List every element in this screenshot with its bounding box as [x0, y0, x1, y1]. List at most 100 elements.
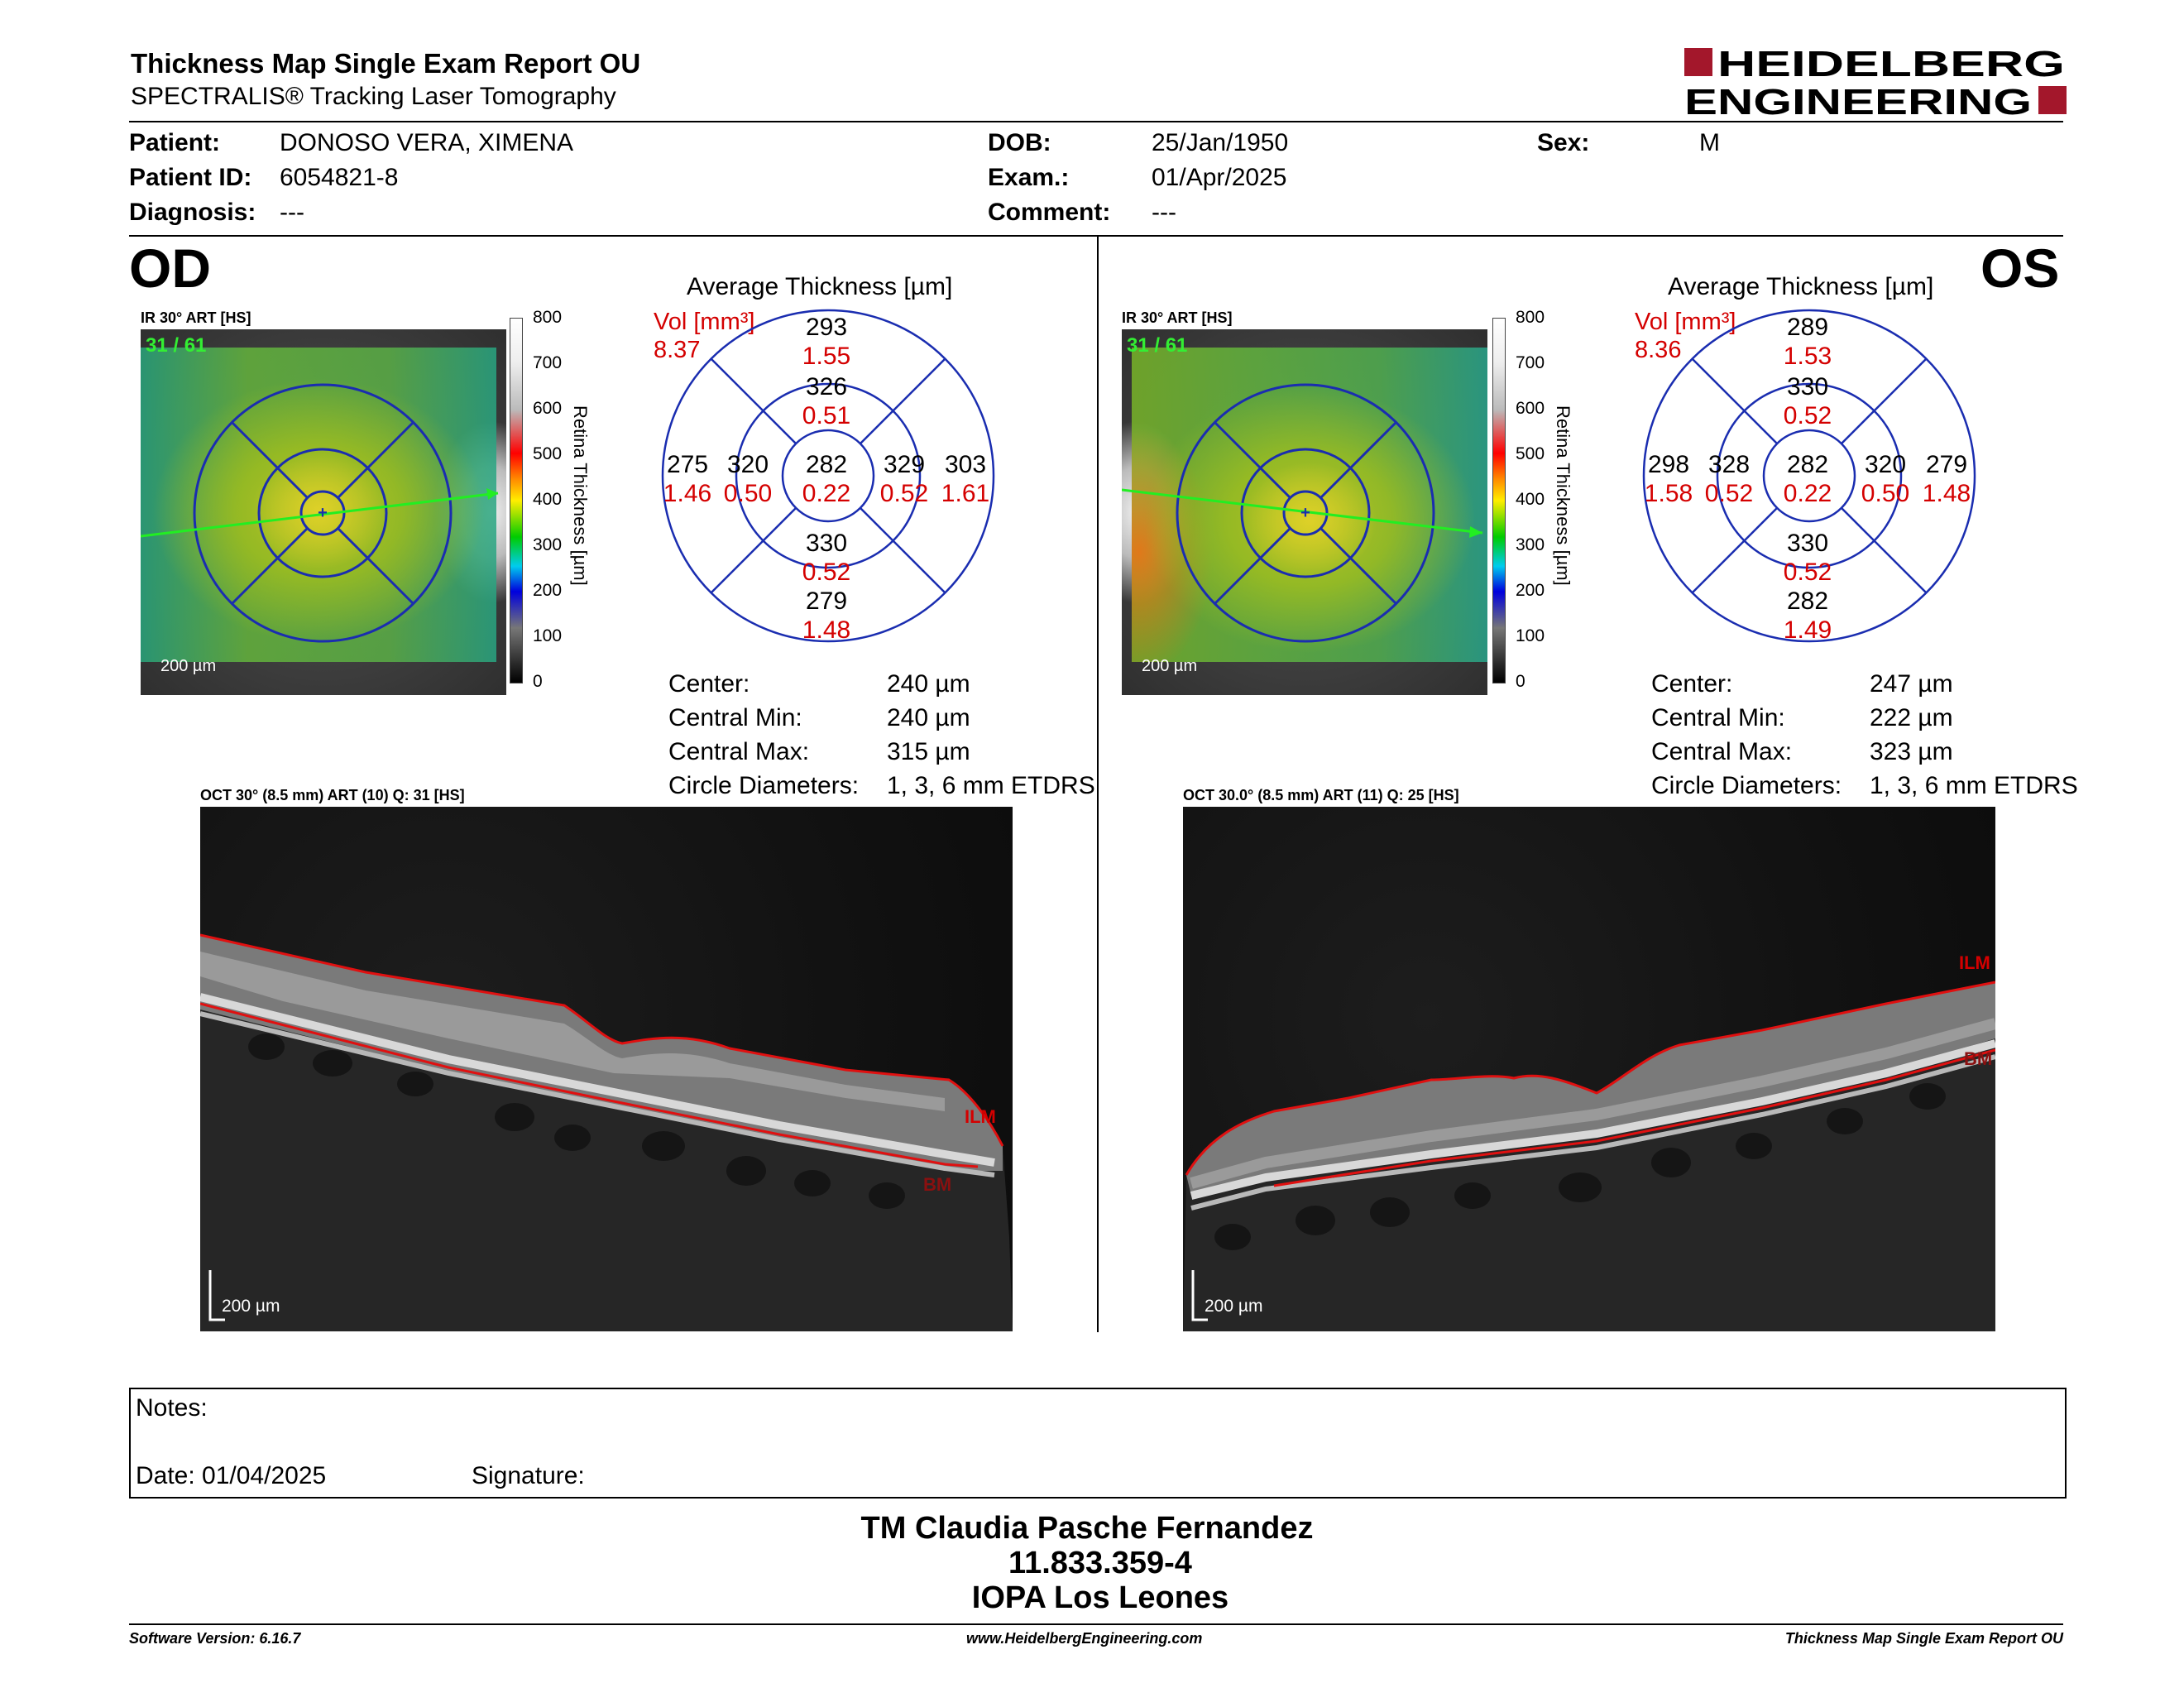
os-inner-top-vol: 0.52 [1784, 402, 1832, 429]
os-outer-top-vol: 1.53 [1784, 343, 1832, 370]
os-diam-label: Circle Diameters: [1651, 772, 1842, 799]
od-ir-caption: IR 30° ART [HS] [141, 309, 251, 326]
od-cmin-label: Central Min: [668, 704, 802, 731]
os-cmax-label: Central Max: [1651, 738, 1793, 765]
od-scan-line [141, 492, 499, 538]
od-outer-top-vol: 1.55 [802, 343, 850, 370]
od-ir-image: + 31 / 61 200 µm [141, 329, 506, 695]
od-center-vol: 0.22 [802, 480, 850, 507]
diagnosis-label: Diagnosis: [129, 199, 256, 226]
od-oct-scale-bar [208, 1270, 225, 1321]
od-etdrs-overlay [193, 383, 453, 643]
os-inner-top: 330 [1787, 373, 1828, 400]
os-inner-bottom-vol: 0.52 [1784, 559, 1832, 586]
od-thickness-map [141, 348, 496, 662]
dob-value: 25/Jan/1950 [1152, 129, 1289, 156]
os-colorbar [1492, 318, 1506, 683]
notes-label: Notes: [136, 1394, 208, 1422]
od-center-value: 240 µm [887, 670, 970, 698]
od-ir-count: 31 / 61 [146, 334, 207, 357]
od-outer-right: 303 [945, 451, 986, 478]
os-ir-image: + 31 / 61 200 µm [1122, 329, 1487, 695]
os-inner-right-vol: 0.50 [1861, 480, 1909, 507]
exam-value: 01/Apr/2025 [1152, 164, 1287, 191]
od-cb-tick-700: 700 [533, 353, 563, 372]
footer-software: Software Version: 6.16.7 [129, 1630, 301, 1647]
os-thickness-map [1132, 348, 1487, 662]
os-cb-tick-800: 800 [1516, 308, 1545, 327]
os-vol-label: Vol [mm³] [1635, 309, 1736, 335]
os-etdrs-overlay [1176, 383, 1435, 643]
od-center-label: Center: [668, 670, 750, 698]
os-outer-bottom: 282 [1787, 587, 1828, 615]
os-bm-label: BM [1964, 1048, 1993, 1069]
os-outer-left: 298 [1648, 451, 1689, 478]
od-inner-top-vol: 0.51 [802, 402, 850, 429]
report-subtitle: SPECTRALIS® Tracking Laser Tomography [131, 83, 616, 110]
signer-id: 11.833.359-4 [1008, 1546, 1192, 1580]
od-cb-tick-500: 500 [533, 444, 563, 463]
header-divider [129, 121, 2063, 122]
os-inner-bottom: 330 [1787, 530, 1828, 557]
exam-label: Exam.: [988, 164, 1070, 191]
od-inner-right-vol: 0.52 [880, 480, 928, 507]
comment-label: Comment: [988, 199, 1111, 226]
od-outer-right-vol: 1.61 [941, 480, 989, 507]
os-cb-tick-100: 100 [1516, 626, 1545, 645]
os-outer-left-vol: 1.58 [1645, 480, 1693, 507]
heidelberg-logo: HEIDELBERG ENGINEERING [1684, 44, 2068, 122]
od-etdrs-grid: 293 1.55 326 0.51 275 1.46 320 0.50 282 … [661, 309, 995, 644]
od-ir-scale: 200 µm [160, 657, 217, 675]
od-cb-tick-600: 600 [533, 399, 563, 418]
od-vol-label: Vol [mm³] [654, 309, 755, 335]
signer-place: IOPA Los Leones [971, 1580, 1229, 1615]
os-cb-tick-300: 300 [1516, 535, 1545, 554]
os-ir-count: 31 / 61 [1127, 334, 1188, 357]
od-diam-value: 1, 3, 6 mm ETDRS [887, 772, 1095, 799]
od-vol: Vol [mm³] 8.37 [654, 308, 754, 364]
od-vol-value: 8.37 [654, 337, 701, 363]
od-cb-tick-300: 300 [533, 535, 563, 554]
os-ilm-line [1185, 981, 1995, 1176]
od-cb-label: Retina Thickness [µm] [570, 405, 591, 586]
footer-website: www.HeidelbergEngineering.com [966, 1630, 1203, 1647]
os-outer-bottom-vol: 1.49 [1784, 616, 1832, 644]
os-center-vol: 0.22 [1784, 480, 1832, 507]
signature-label: Signature: [472, 1462, 585, 1489]
os-etdrs-grid: 289 1.53 330 0.52 298 1.58 328 0.52 282 … [1642, 309, 1976, 644]
sex-label: Sex: [1537, 129, 1590, 156]
os-inner-right: 320 [1865, 451, 1906, 478]
logo-line2: ENGINEERING [1684, 82, 2032, 119]
od-outer-bottom: 279 [806, 587, 847, 615]
os-cmin-value: 222 µm [1870, 704, 1953, 731]
os-center: 282 [1787, 451, 1828, 478]
comment-value: --- [1152, 199, 1176, 226]
od-oct-image: 200 µm ILM BM [200, 807, 1013, 1331]
os-ilm-label: ILM [1959, 952, 1990, 973]
od-inner-left: 320 [727, 451, 769, 478]
footer-divider [129, 1623, 2063, 1625]
od-inner-bottom: 330 [806, 530, 847, 557]
os-oct-image: 200 µm ILM BM [1183, 807, 1995, 1331]
date-label: Date: 01/04/2025 [136, 1462, 327, 1489]
os-oct-caption: OCT 30.0° (8.5 mm) ART (11) Q: 25 [HS] [1183, 787, 1459, 803]
signer-name: TM Claudia Pasche Fernandez [860, 1511, 1314, 1546]
os-outer-top: 289 [1787, 314, 1828, 341]
os-oct-scale-bar [1191, 1270, 1208, 1321]
os-inner-left-vol: 0.52 [1705, 480, 1753, 507]
logo-line1: HEIDELBERG [1717, 45, 2065, 84]
patient-id-label: Patient ID: [129, 164, 252, 191]
patient-label: Patient: [129, 129, 221, 156]
os-bm-line [1273, 1048, 1995, 1187]
footer-report: Thickness Map Single Exam Report OU [1784, 1630, 2063, 1647]
os-inner-left: 328 [1708, 451, 1750, 478]
os-ir-scale: 200 µm [1142, 657, 1198, 675]
os-center-value: 247 µm [1870, 670, 1953, 698]
od-ilm-line [200, 933, 1004, 1147]
od-cb-tick-400: 400 [533, 490, 563, 509]
dob-label: DOB: [988, 129, 1051, 156]
od-inner-bottom-vol: 0.52 [802, 559, 850, 586]
od-bm-line [200, 1002, 979, 1168]
od-inner-right: 329 [884, 451, 925, 478]
